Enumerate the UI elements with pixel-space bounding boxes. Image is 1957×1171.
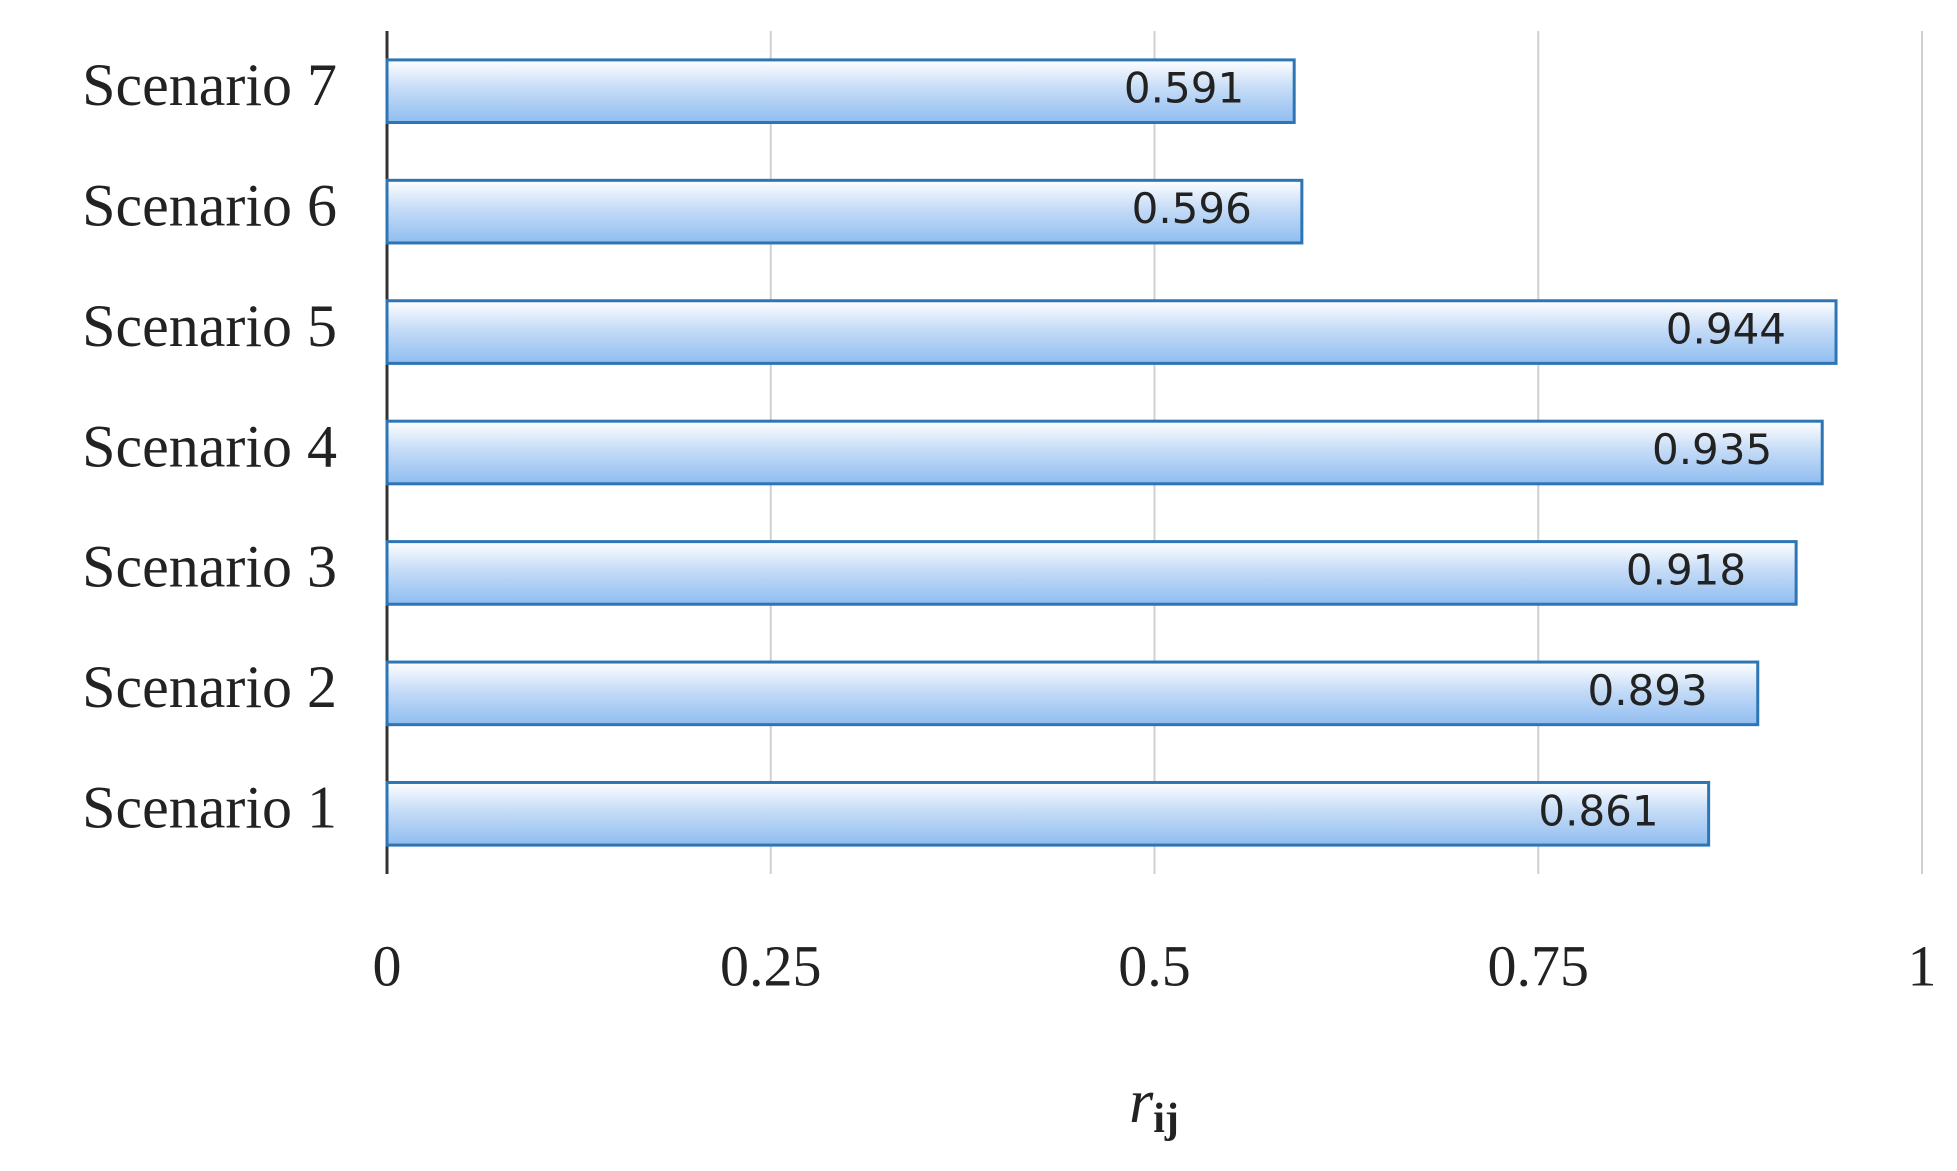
- value-label: 0.861: [1538, 786, 1658, 835]
- x-tick-label: 0.25: [720, 933, 822, 998]
- x-axis-label-subscript: ij: [1153, 1096, 1179, 1142]
- value-label: 0.935: [1652, 425, 1772, 474]
- y-tick-label: Scenario 2: [82, 654, 337, 720]
- y-tick-label: Scenario 1: [82, 775, 337, 841]
- x-axis-label: rij: [1129, 1068, 1179, 1141]
- bar: [385, 178, 1304, 245]
- value-label: 0.944: [1666, 305, 1786, 354]
- y-tick-label: Scenario 7: [82, 52, 337, 118]
- value-label: 0.893: [1588, 666, 1708, 715]
- x-tick-label: 1: [1908, 933, 1937, 998]
- value-label: 0.591: [1124, 64, 1244, 113]
- y-tick-label: Scenario 5: [82, 293, 337, 359]
- y-tick-label: Scenario 4: [82, 413, 337, 479]
- bar: [385, 299, 1838, 365]
- x-tick-label: 0.5: [1118, 933, 1191, 998]
- x-tick-label: 0: [373, 933, 402, 998]
- x-tick-label: 0.75: [1488, 933, 1590, 998]
- x-axis-label-base: r: [1129, 1068, 1154, 1136]
- bar: [385, 660, 1760, 727]
- bar: [385, 419, 1824, 486]
- bar: [385, 780, 1711, 847]
- value-label: 0.918: [1626, 545, 1746, 594]
- bar: [385, 58, 1296, 125]
- y-tick-label: Scenario 6: [82, 172, 337, 238]
- value-label: 0.596: [1132, 184, 1252, 233]
- bar: [385, 540, 1798, 606]
- y-tick-label: Scenario 3: [82, 534, 337, 600]
